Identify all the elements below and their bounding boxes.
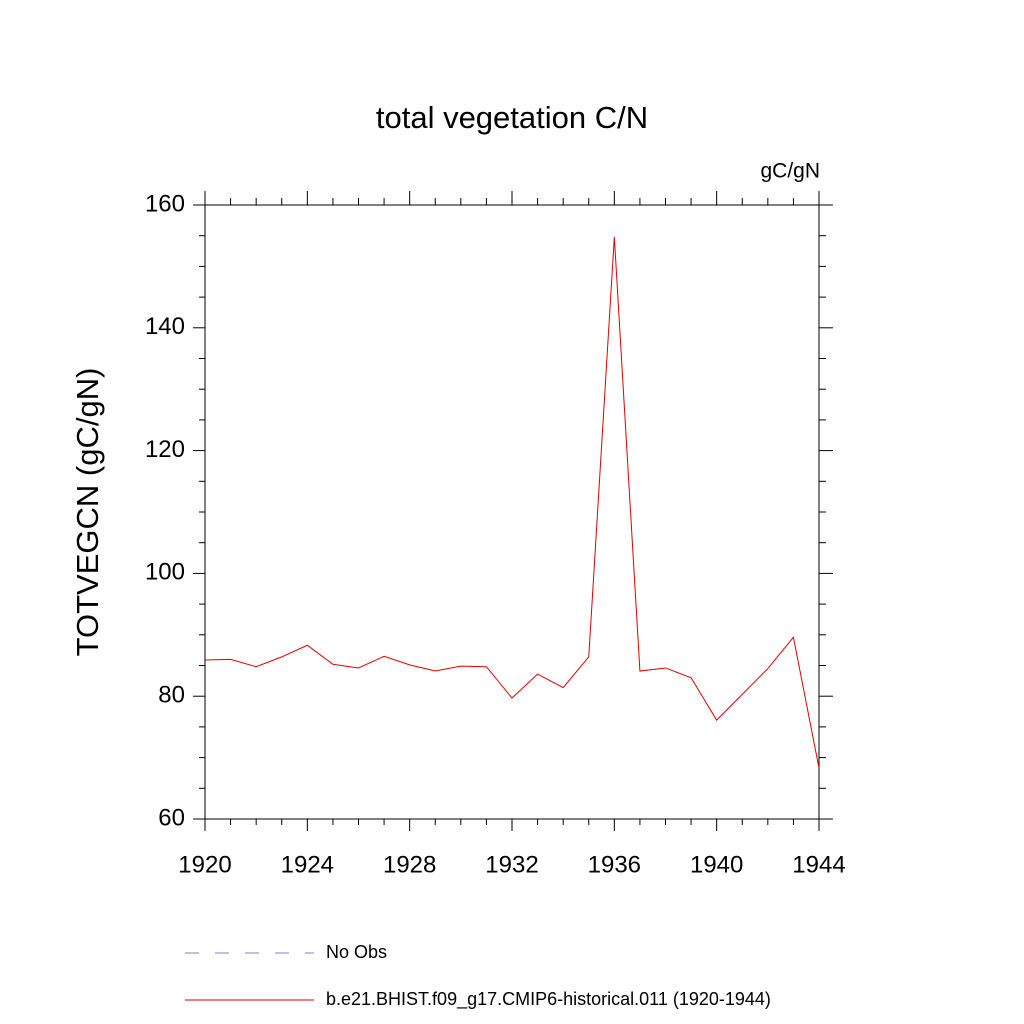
y-tick-label: 160 [145, 190, 185, 217]
x-tick-label: 1932 [485, 851, 538, 878]
y-tick-label: 60 [158, 804, 185, 831]
x-tick-label: 1940 [690, 851, 743, 878]
series-line [204, 236, 820, 769]
legend-label: No Obs [326, 942, 387, 962]
chart-title: total vegetation C/N [376, 100, 648, 135]
y-tick-label: 80 [158, 682, 185, 709]
x-tick-label: 1924 [281, 851, 334, 878]
x-tick-label: 1920 [178, 851, 231, 878]
legend-label: b.e21.BHIST.f09_g17.CMIP6-historical.011… [326, 989, 771, 1010]
y-axis-label: TOTVEGCN (gC/gN) [70, 368, 105, 657]
x-tick-label: 1928 [383, 851, 436, 878]
y-tick-label: 100 [145, 559, 185, 586]
x-tick-label: 1936 [588, 851, 641, 878]
units-label: gC/gN [760, 160, 820, 183]
y-tick-label: 140 [145, 313, 185, 340]
plot-frame [204, 204, 820, 820]
y-tick-label: 120 [145, 436, 185, 463]
x-tick-label: 1944 [792, 851, 845, 878]
